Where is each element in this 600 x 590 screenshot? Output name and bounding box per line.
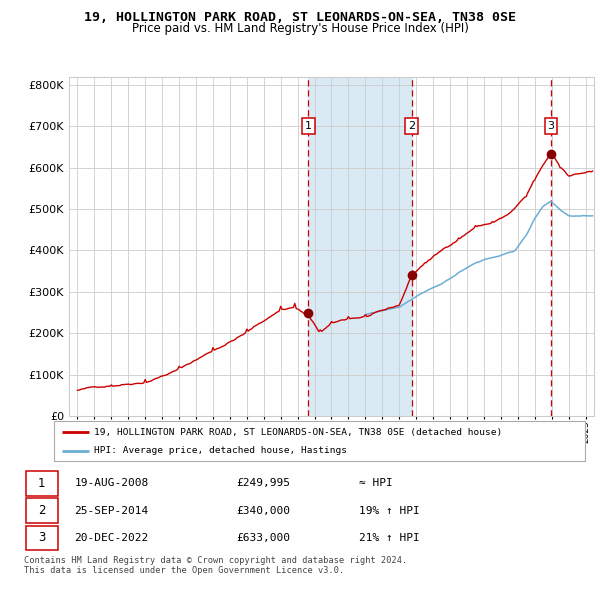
FancyBboxPatch shape [26,471,58,496]
Text: 1: 1 [305,121,312,131]
FancyBboxPatch shape [26,526,58,550]
Text: Contains HM Land Registry data © Crown copyright and database right 2024.: Contains HM Land Registry data © Crown c… [24,556,407,565]
Text: 19, HOLLINGTON PARK ROAD, ST LEONARDS-ON-SEA, TN38 0SE (detached house): 19, HOLLINGTON PARK ROAD, ST LEONARDS-ON… [94,428,502,437]
FancyBboxPatch shape [54,421,585,461]
Text: 3: 3 [38,532,46,545]
Text: 25-SEP-2014: 25-SEP-2014 [74,506,148,516]
Text: 2: 2 [38,504,46,517]
Text: This data is licensed under the Open Government Licence v3.0.: This data is licensed under the Open Gov… [24,566,344,575]
Text: Price paid vs. HM Land Registry's House Price Index (HPI): Price paid vs. HM Land Registry's House … [131,22,469,35]
Text: £249,995: £249,995 [236,478,290,488]
Text: 3: 3 [548,121,554,131]
Text: 21% ↑ HPI: 21% ↑ HPI [359,533,419,543]
Text: 19% ↑ HPI: 19% ↑ HPI [359,506,419,516]
Text: 20-DEC-2022: 20-DEC-2022 [74,533,148,543]
FancyBboxPatch shape [26,498,58,523]
Text: ≈ HPI: ≈ HPI [359,478,392,488]
Text: 2: 2 [408,121,415,131]
Text: 1: 1 [38,477,46,490]
Text: £340,000: £340,000 [236,506,290,516]
Text: 19, HOLLINGTON PARK ROAD, ST LEONARDS-ON-SEA, TN38 0SE: 19, HOLLINGTON PARK ROAD, ST LEONARDS-ON… [84,11,516,24]
Bar [308,77,412,416]
Text: HPI: Average price, detached house, Hastings: HPI: Average price, detached house, Hast… [94,446,347,455]
Text: 19-AUG-2008: 19-AUG-2008 [74,478,148,488]
Text: £633,000: £633,000 [236,533,290,543]
